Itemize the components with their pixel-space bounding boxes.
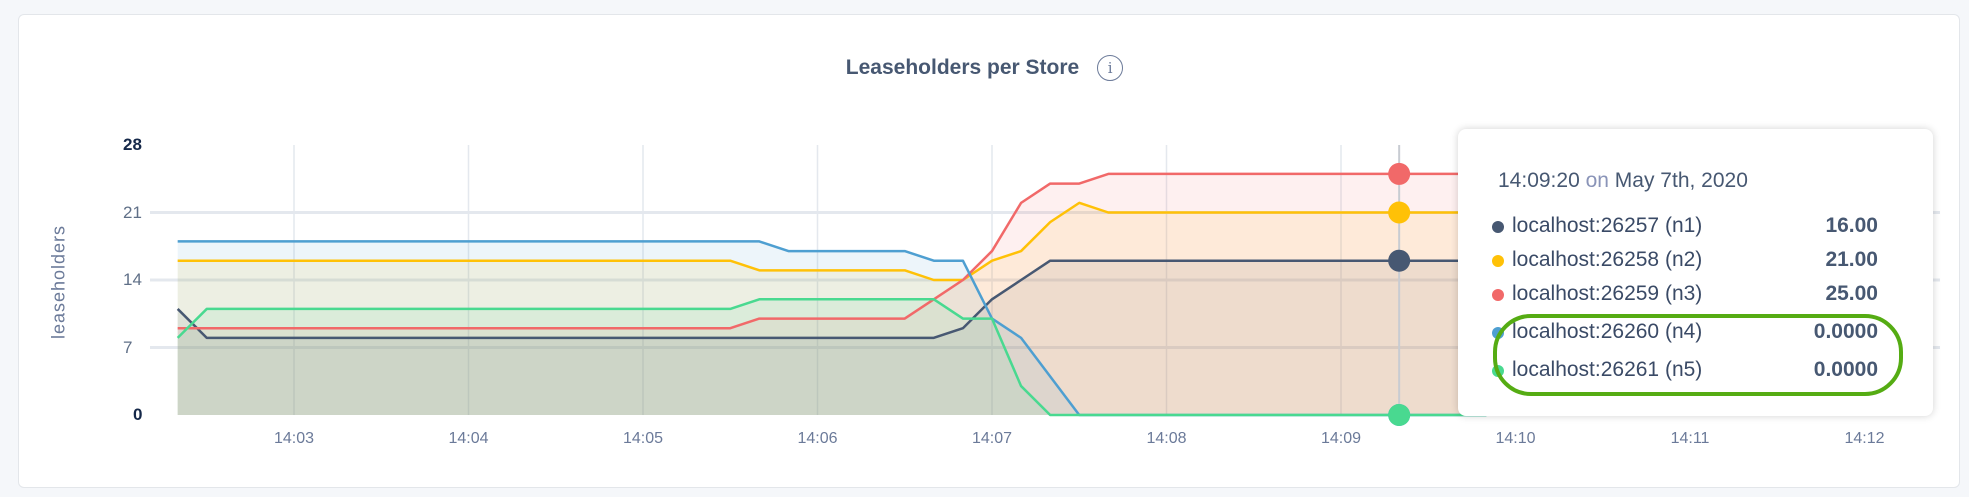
hover-marker (1388, 201, 1411, 224)
x-tick-label: 14:11 (1670, 430, 1710, 447)
tooltip-series-value: 0.0000 (1813, 358, 1878, 381)
series-line (176, 259, 1487, 340)
x-tick-label: 14:09 (1320, 430, 1362, 447)
series-dot-icon (1492, 289, 1504, 301)
series-line (177, 172, 1487, 330)
tooltip-series-name: localhost:26258 (n2) (1512, 248, 1703, 271)
tooltip-series-value: 21.00 (1825, 248, 1878, 271)
tooltip-date: May 7th, 2020 (1614, 169, 1748, 192)
tooltip-series-value: 16.00 (1825, 214, 1878, 237)
series-dot-icon (1492, 255, 1504, 267)
tooltip-row: localhost:26258 (n2) 21.00 (1488, 246, 1878, 276)
chart-title-row: Leaseholders per Store i (0, 55, 1969, 81)
info-icon[interactable]: i (1097, 55, 1124, 81)
x-tick-label: 14:07 (971, 430, 1013, 447)
tooltip-row: localhost:26260 (n4) 0.0000 (1488, 318, 1878, 348)
tooltip-series-name: localhost:26259 (n3) (1512, 282, 1703, 305)
tooltip-series-name: localhost:26261 (n5) (1512, 358, 1703, 381)
x-tick-label: 14:08 (1146, 430, 1187, 447)
tooltip-on: on (1585, 169, 1609, 192)
series-area (177, 241, 1487, 415)
y-tick-label: 0 (133, 405, 143, 424)
x-tick-label: 14:04 (448, 430, 489, 447)
series-line (176, 298, 1487, 417)
y-tick-label: 21 (123, 202, 142, 222)
tooltip-timestamp: 14:09:20 on May 7th, 2020 (1498, 169, 1748, 193)
hover-marker (1388, 249, 1411, 272)
tooltip-series-name: localhost:26257 (n1) (1512, 214, 1703, 237)
tooltip-series-name: localhost:26260 (n4) (1512, 320, 1703, 343)
tooltip-series-value: 0.0000 (1813, 320, 1878, 343)
series-line (177, 240, 1487, 417)
y-axis-title: leaseholders (48, 224, 69, 340)
tooltip-row: localhost:26259 (n3) 25.00 (1488, 280, 1878, 310)
x-tick-label: 14:12 (1844, 430, 1885, 447)
hover-marker (1388, 162, 1411, 185)
y-tick-label: 7 (123, 337, 133, 357)
chart-title: Leaseholders per Store (845, 56, 1080, 79)
series-line (177, 201, 1487, 282)
tooltip-row: localhost:26257 (n1) 16.00 (1488, 212, 1878, 242)
y-tick-label: 28 (123, 135, 142, 154)
x-tick-label: 14:10 (1495, 430, 1536, 447)
series-area (177, 202, 1487, 415)
tooltip: 14:09:20 on May 7th, 2020 localhost:2625… (1458, 129, 1933, 416)
tooltip-series-value: 25.00 (1825, 282, 1878, 305)
x-tick-label: 14:05 (622, 430, 664, 447)
y-tick-label: 14 (123, 270, 142, 289)
hover-marker (1388, 404, 1411, 426)
series-area (177, 173, 1487, 415)
tooltip-time: 14:09:20 (1498, 169, 1580, 192)
x-tick-label: 14:03 (273, 430, 315, 447)
highlight-ellipse (1493, 314, 1903, 396)
x-tick-label: 14:06 (797, 430, 838, 447)
series-dot-icon (1492, 221, 1504, 233)
